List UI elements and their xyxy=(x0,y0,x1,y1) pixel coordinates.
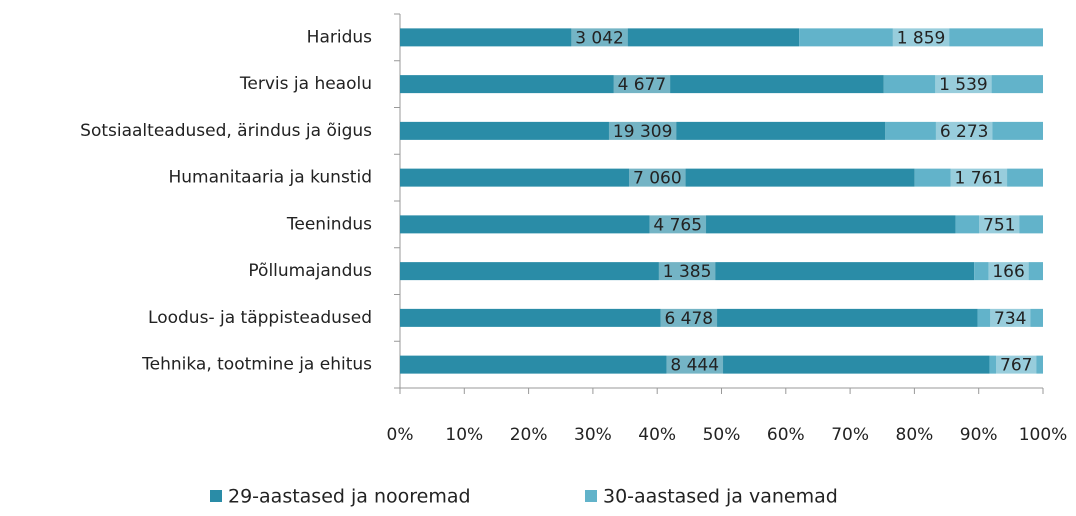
y-tick-label: Humanitaaria ja kunstid xyxy=(168,168,372,188)
bar-segment xyxy=(989,355,1043,374)
y-tick-label: Sotsiaalteadused, ärindus ja õigus xyxy=(80,121,372,141)
bar-segment xyxy=(400,355,990,374)
y-tick-label: Teenindus xyxy=(286,214,372,234)
label-background xyxy=(613,73,671,96)
label-background xyxy=(658,260,716,283)
data-label: 8 444 xyxy=(670,356,719,376)
x-tick-label: 60% xyxy=(767,425,805,445)
data-label: 3 042 xyxy=(575,28,624,48)
bar-segment xyxy=(400,168,915,187)
label-background xyxy=(571,26,628,49)
y-tick-label: Tehnika, tootmine ja ehitus xyxy=(141,355,372,375)
bar-segment xyxy=(883,75,1043,94)
legend-label: 30-aastased ja vanemad xyxy=(603,486,838,508)
data-label: 166 xyxy=(992,262,1024,282)
data-label: 734 xyxy=(994,309,1026,329)
y-tick-label: Haridus xyxy=(307,27,372,47)
legend-swatch xyxy=(210,490,222,502)
data-label: 1 385 xyxy=(663,262,712,282)
bar-segment xyxy=(955,215,1043,234)
data-label: 19 309 xyxy=(613,122,672,142)
x-tick-label: 100% xyxy=(1019,425,1068,445)
data-label: 6 478 xyxy=(664,309,713,329)
label-background xyxy=(935,119,993,142)
label-background xyxy=(666,353,724,376)
label-background xyxy=(950,166,1008,189)
legend-label: 29-aastased ja nooremad xyxy=(228,486,471,508)
bar-segment xyxy=(400,121,886,140)
bar-segment xyxy=(400,75,884,94)
data-label: 767 xyxy=(1000,356,1032,376)
x-tick-label: 90% xyxy=(960,425,998,445)
label-background xyxy=(608,119,677,142)
data-label: 1 859 xyxy=(897,28,946,48)
x-tick-label: 40% xyxy=(638,425,676,445)
x-tick-label: 70% xyxy=(831,425,869,445)
bar-segment xyxy=(400,215,956,234)
y-tick-label: Põllumajandus xyxy=(248,261,372,281)
legend-swatch xyxy=(585,490,597,502)
bar-segment xyxy=(400,262,975,281)
bar-segment xyxy=(914,168,1043,187)
data-label: 1 761 xyxy=(954,169,1003,189)
label-background xyxy=(988,260,1029,283)
x-tick-label: 20% xyxy=(510,425,548,445)
data-label: 751 xyxy=(983,215,1015,235)
label-background xyxy=(935,73,992,96)
label-background xyxy=(660,306,718,329)
x-tick-label: 50% xyxy=(703,425,741,445)
label-background xyxy=(996,353,1037,376)
x-tick-label: 10% xyxy=(445,425,483,445)
y-tick-label: Loodus- ja täppisteadused xyxy=(148,308,372,328)
label-background xyxy=(892,26,950,49)
y-tick-label: Tervis ja heaolu xyxy=(239,74,372,94)
label-background xyxy=(649,213,707,236)
data-label: 1 539 xyxy=(939,75,988,95)
data-label: 4 677 xyxy=(618,75,667,95)
label-background xyxy=(979,213,1020,236)
bar-segment xyxy=(400,28,800,47)
bar-segment xyxy=(974,262,1043,281)
bar-segment xyxy=(400,308,978,327)
x-tick-label: 80% xyxy=(896,425,934,445)
bar-segment xyxy=(885,121,1043,140)
data-label: 4 765 xyxy=(653,215,702,235)
bar-segment xyxy=(977,308,1043,327)
data-label: 6 273 xyxy=(940,122,989,142)
label-background xyxy=(628,166,686,189)
x-tick-label: 30% xyxy=(574,425,612,445)
bar-segment xyxy=(799,28,1043,47)
x-tick-label: 0% xyxy=(387,425,414,445)
data-label: 7 060 xyxy=(633,169,682,189)
label-background xyxy=(990,306,1031,329)
